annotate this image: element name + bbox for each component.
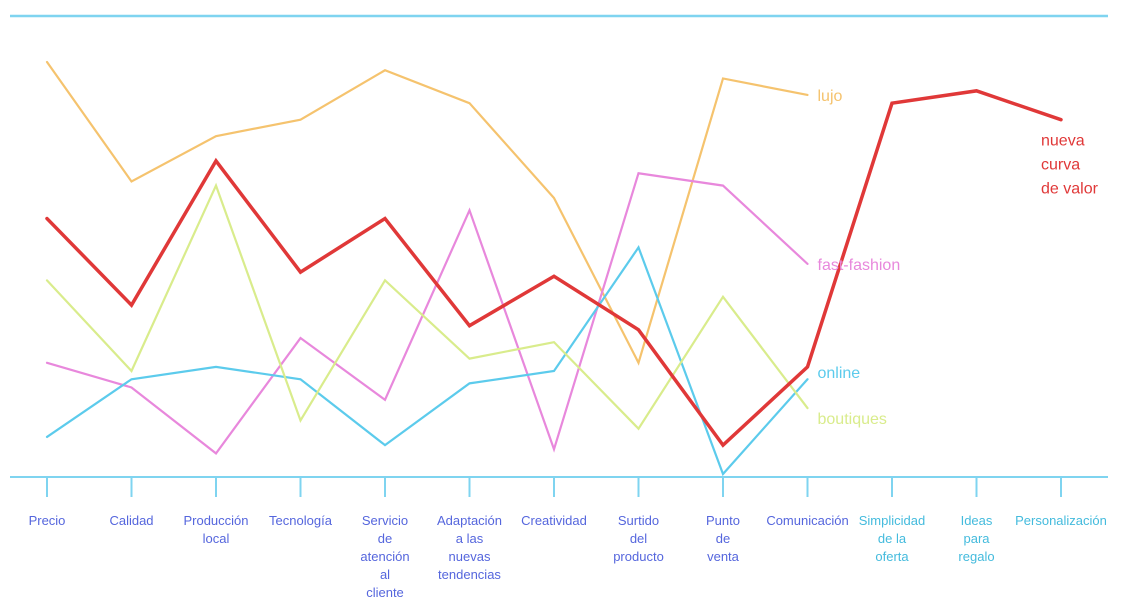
x-tick-label: Producción local bbox=[183, 513, 248, 546]
x-tick-label: Tecnología bbox=[269, 513, 333, 528]
x-tick-label: Adaptación a las nuevas tendencias bbox=[437, 513, 502, 582]
series-label: online bbox=[818, 365, 861, 382]
x-tick-label: Comunicación bbox=[766, 513, 848, 528]
series-label: nueva curva de valor bbox=[1041, 133, 1099, 198]
x-tick-label: Calidad bbox=[109, 513, 153, 528]
x-tick-label: Precio bbox=[29, 513, 66, 528]
x-tick-label: Ideas para regalo bbox=[958, 513, 994, 564]
x-tick-label: Servicio de atención al cliente bbox=[360, 513, 409, 600]
series-labels: lujo fast-fashion online boutiques nueva curv… bbox=[818, 88, 1099, 428]
series-line-boutiques bbox=[45, 182, 809, 431]
series-line-online bbox=[45, 245, 809, 477]
x-tick-label: Creatividad bbox=[521, 513, 587, 528]
series-label: boutiques bbox=[818, 411, 887, 428]
x-tick-label: Surtido del producto bbox=[613, 513, 664, 564]
series-line-fast-fashion bbox=[45, 172, 809, 455]
axes bbox=[10, 14, 1108, 478]
series-line-lujo bbox=[45, 60, 809, 366]
x-tick-label: Personalización bbox=[1015, 513, 1107, 528]
series-line-nueva-curva-de-valor bbox=[45, 89, 1063, 448]
x-tick-labels: Precio Calidad Producción local Tecnología Se… bbox=[29, 513, 1107, 600]
x-tick-label: Simplicidad de la oferta bbox=[859, 513, 925, 564]
series-label: lujo bbox=[818, 88, 843, 105]
series-lines bbox=[45, 60, 1063, 477]
x-ticks bbox=[46, 477, 1062, 497]
series-label: fast-fashion bbox=[818, 257, 901, 274]
x-tick-label: Punto de venta bbox=[706, 513, 740, 564]
